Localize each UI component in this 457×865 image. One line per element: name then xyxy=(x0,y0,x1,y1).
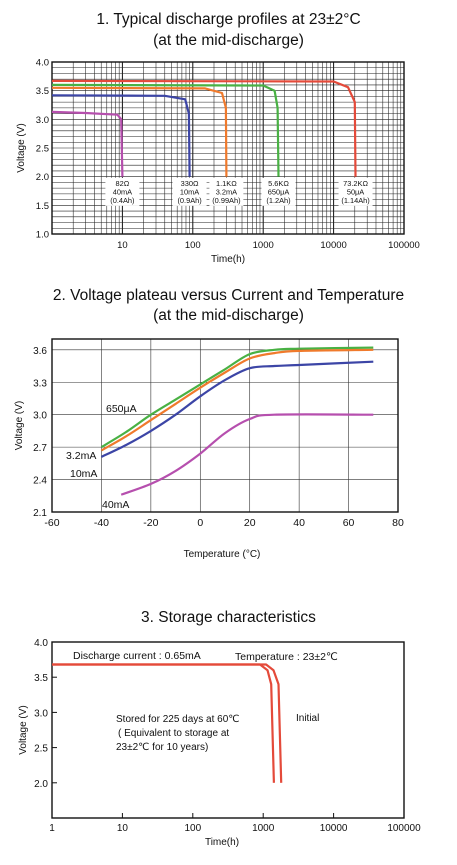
chart2-series-line-1 xyxy=(100,348,374,452)
chart1-series-label-bg-0 xyxy=(105,177,140,206)
chart1-x-tick-label: 100000 xyxy=(388,240,420,251)
chart3-annotation-4: 23±2℃ for 10 years) xyxy=(116,742,208,753)
chart2-y-tick-label: 2.1 xyxy=(33,508,47,519)
chart1-series-label-4: (1.14Ah) xyxy=(341,196,369,205)
chart1-x-tick-label: 100 xyxy=(185,240,201,251)
chart2-series-label-2: 10mA xyxy=(70,468,97,480)
chart3-x-tick-label: 1000 xyxy=(252,823,275,834)
chart3-series-line-1 xyxy=(52,663,283,783)
chart1-y-tick-label: 2.0 xyxy=(36,172,49,183)
chart1-title: 1. Typical discharge profiles at 23±2°C xyxy=(96,11,361,28)
chart2-y-tick-label: 3.0 xyxy=(33,411,47,422)
chart1-series-line-2 xyxy=(51,86,228,177)
chart2-x-tick-label: 60 xyxy=(343,517,355,529)
chart1-series-label-bg-2 xyxy=(209,177,244,206)
chart1-x-tick-label: 10 xyxy=(117,240,128,251)
chart2-x-tick-label: -60 xyxy=(44,517,59,529)
chart3-y-tick-label: 4.0 xyxy=(34,638,48,649)
chart2-series-line-2 xyxy=(100,360,374,458)
chart1-y-tick-label: 1.0 xyxy=(36,230,49,241)
chart1-series-line-3 xyxy=(51,83,280,177)
chart1-series-label-bg-1 xyxy=(172,177,207,206)
chart2-series-label-3: 40mA xyxy=(102,499,129,511)
chart1-series-label-2: 3.2mA xyxy=(216,187,237,196)
chart2-x-axis-label: Temperature (°C) xyxy=(184,549,261,560)
chart1-plot-frame xyxy=(51,61,405,235)
chart2-y-tick-label: 3.3 xyxy=(33,378,47,389)
chart1-series-label-1: 10mA xyxy=(180,187,199,196)
chart3-plot-frame xyxy=(51,641,405,819)
chart3-title: 3. Storage characteristics xyxy=(141,609,316,626)
chart2-series-line-3 xyxy=(120,413,374,496)
chart1-series-line-1 xyxy=(51,94,191,177)
chart2-x-tick-label: 0 xyxy=(197,517,203,529)
chart1-series-label-4: 50μA xyxy=(347,187,364,196)
chart1-y-axis-label: Voltage (V) xyxy=(16,123,27,172)
chart3-annotation-5: Initial xyxy=(296,713,319,724)
chart1-series-line-4 xyxy=(51,79,357,177)
chart2-series-line-0 xyxy=(100,346,374,449)
chart2-subtitle: (at the mid-discharge) xyxy=(153,307,304,324)
chart2-y-tick-label: 2.7 xyxy=(33,443,47,454)
chart2-y-tick-label: 3.6 xyxy=(33,346,47,357)
chart3-annotation-3: ( Equivalent to storage at xyxy=(118,728,229,739)
chart3-x-tick-label: 10 xyxy=(117,823,129,834)
chart1-x-axis-label: Time(h) xyxy=(211,254,245,265)
chart3-x-axis-label: Time(h) xyxy=(205,837,239,848)
chart3-y-tick-label: 3.0 xyxy=(34,708,48,719)
chart2-x-tick-label: -40 xyxy=(94,517,109,529)
chart3-y-tick-label: 2.0 xyxy=(34,779,48,790)
chart2-x-tick-label: 20 xyxy=(244,517,256,529)
chart2-title: 2. Voltage plateau versus Current and Te… xyxy=(52,287,405,304)
chart1-y-tick-label: 3.0 xyxy=(36,115,49,126)
chart3-annotation-2: Stored for 225 days at 60℃ xyxy=(116,714,240,725)
chart1-series-label-4: 73.2KΩ xyxy=(343,179,368,188)
chart3-x-tick-label: 100 xyxy=(184,823,201,834)
chart2-x-tick-label: -20 xyxy=(143,517,158,529)
chart2-x-tick-label: 80 xyxy=(392,517,404,529)
chart3-y-tick-label: 2.5 xyxy=(34,744,48,755)
chart3-x-tick-label: 100000 xyxy=(387,823,421,834)
chart3-y-axis-label: Voltage (V) xyxy=(18,705,29,754)
chart1-series-label-2: (0.99Ah) xyxy=(212,196,240,205)
chart3-y-tick-label: 3.5 xyxy=(34,673,48,684)
chart3-x-tick-label: 1 xyxy=(49,823,55,834)
chart1-series-label-bg-4 xyxy=(338,177,373,206)
chart1-series-label-3: (1.2Ah) xyxy=(266,196,290,205)
chart1-series-label-1: 330Ω xyxy=(181,179,199,188)
chart1-y-tick-label: 3.5 xyxy=(36,86,49,97)
chart2-series-label-1: 3.2mA xyxy=(66,450,96,462)
chart1-series-label-bg-3 xyxy=(261,177,296,206)
chart1-series-label-3: 5.6KΩ xyxy=(268,179,289,188)
chart1-y-tick-label: 4.0 xyxy=(36,58,49,69)
chart1-series-label-0: (0.4Ah) xyxy=(110,196,134,205)
chart1-series-label-3: 650μA xyxy=(268,187,290,196)
chart2-series-label-0: 650μA xyxy=(106,403,137,415)
chart1-x-tick-label: 1000 xyxy=(253,240,274,251)
chart2-y-axis-label: Voltage (V) xyxy=(14,401,25,450)
chart3-annotation-1: Temperature : 23±2℃ xyxy=(235,651,338,663)
chart2-plot-frame xyxy=(51,338,399,513)
chart1-subtitle: (at the mid-discharge) xyxy=(153,32,304,49)
chart1-series-label-2: 1.1KΩ xyxy=(216,179,237,188)
chart2-x-tick-label: 40 xyxy=(293,517,305,529)
chart1-series-label-0: 82Ω xyxy=(116,179,130,188)
chart1-series-line-0 xyxy=(51,110,124,177)
chart1-y-tick-label: 2.5 xyxy=(36,144,49,155)
chart1-x-tick-label: 10000 xyxy=(320,240,346,251)
chart1-discharge-profiles: 1.0 1.5 2.0 2.5 3.0 3.5 4.0 10 100 1000 10000 10000… xyxy=(16,58,420,266)
chart3-annotation-0: Discharge current : 0.65mA xyxy=(73,650,201,662)
chart3-x-tick-label: 10000 xyxy=(320,823,348,834)
chart2-voltage-plateau: 2.1 2.4 2.7 3.0 3.3 3.6 -60 -40 -20 0 20 40 60 80 Temp… xyxy=(14,338,404,560)
chart1-y-tick-label: 1.5 xyxy=(36,201,49,212)
chart1-series-label-1: (0.9Ah) xyxy=(177,196,201,205)
chart1-series-label-0: 40mA xyxy=(113,187,132,196)
chart2-y-tick-label: 2.4 xyxy=(33,476,47,487)
